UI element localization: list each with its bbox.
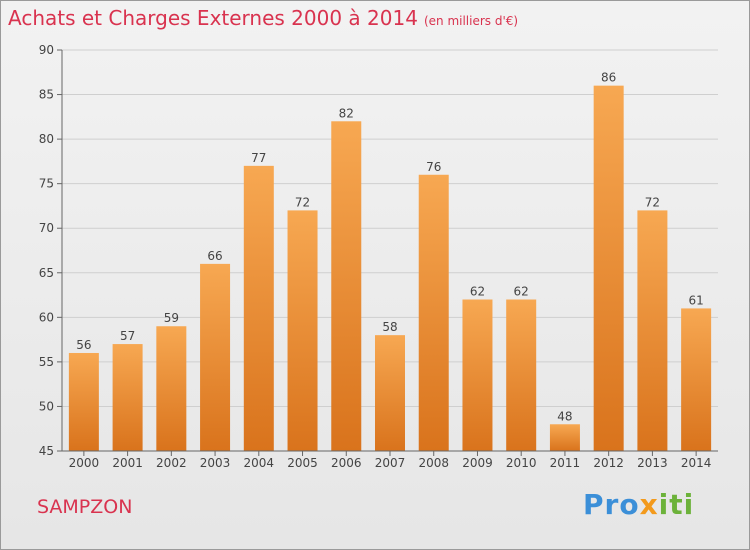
chart-subtitle: (en milliers d'€) [423, 14, 519, 28]
town-name: SAMPZON [37, 496, 133, 518]
data-label: 61 [688, 293, 703, 307]
data-label: 76 [426, 160, 441, 174]
data-label: 58 [382, 320, 397, 334]
data-label: 56 [76, 338, 91, 352]
bar [418, 174, 449, 451]
bar [68, 352, 99, 451]
y-tick-label: 65 [39, 266, 54, 280]
data-label: 66 [207, 249, 222, 263]
y-tick-label: 75 [39, 177, 54, 191]
y-axis: 45 50 55 60 65 70 75 80 85 90 [39, 43, 63, 458]
bar [506, 299, 537, 451]
bar [331, 121, 362, 452]
y-tick-label: 60 [39, 310, 54, 324]
data-label: 82 [339, 106, 354, 120]
bar [593, 85, 624, 452]
bar [375, 335, 405, 451]
bar [156, 326, 187, 451]
y-tick-label: 90 [39, 43, 54, 57]
x-tick-label: 2013 [637, 456, 668, 470]
data-label: 77 [251, 151, 266, 165]
x-tick-label: 2011 [550, 456, 581, 470]
chart-title: Achats et Charges Externes 2000 à 2014 (e… [8, 6, 518, 30]
data-label: 72 [645, 195, 660, 209]
proxiti-logo: Proxiti [583, 488, 694, 521]
data-label: 57 [120, 329, 135, 343]
logo-part-3: iti [658, 488, 695, 521]
y-tick-label: 45 [39, 444, 54, 458]
bar [681, 308, 712, 451]
bar [112, 344, 143, 451]
bar [287, 210, 318, 451]
bar [637, 210, 668, 451]
title-text: Achats et Charges Externes 2000 à 2014 [8, 6, 418, 30]
x-tick-label: 2014 [681, 456, 712, 470]
y-tick-label: 50 [39, 399, 54, 413]
logo-part-1: Pro [583, 488, 640, 521]
bar [549, 424, 580, 451]
y-tick-label: 80 [39, 132, 54, 146]
data-label: 62 [470, 285, 485, 299]
x-tick-label: 2009 [462, 456, 493, 470]
y-tick-label: 55 [39, 355, 54, 369]
x-tick-label: 2001 [112, 456, 143, 470]
bars: 56 57 59 66 77 72 82 58 76 62 62 48 86 72 61 [68, 71, 712, 452]
x-tick-label: 2006 [331, 456, 362, 470]
y-tick-label: 70 [39, 221, 54, 235]
x-tick-label: 2000 [69, 456, 100, 470]
x-tick-label: 2008 [418, 456, 449, 470]
data-label: 72 [295, 195, 310, 209]
data-label: 62 [514, 285, 529, 299]
data-label: 48 [557, 409, 572, 423]
x-tick-label: 2003 [200, 456, 231, 470]
data-label: 59 [164, 311, 179, 325]
bar [462, 299, 493, 451]
bar [243, 165, 274, 451]
x-axis: 2000 2001 2002 2003 2004 2005 2006 2007 2008 2009… [62, 450, 718, 470]
logo-part-2: x [639, 488, 659, 521]
data-label: 86 [601, 71, 616, 85]
x-tick-label: 2004 [244, 456, 275, 470]
x-tick-label: 2012 [593, 456, 624, 470]
bar [200, 263, 231, 451]
x-tick-label: 2005 [287, 456, 318, 470]
x-tick-label: 2007 [375, 456, 406, 470]
x-tick-label: 2002 [156, 456, 187, 470]
x-tick-label: 2010 [506, 456, 537, 470]
y-tick-label: 85 [39, 88, 54, 102]
